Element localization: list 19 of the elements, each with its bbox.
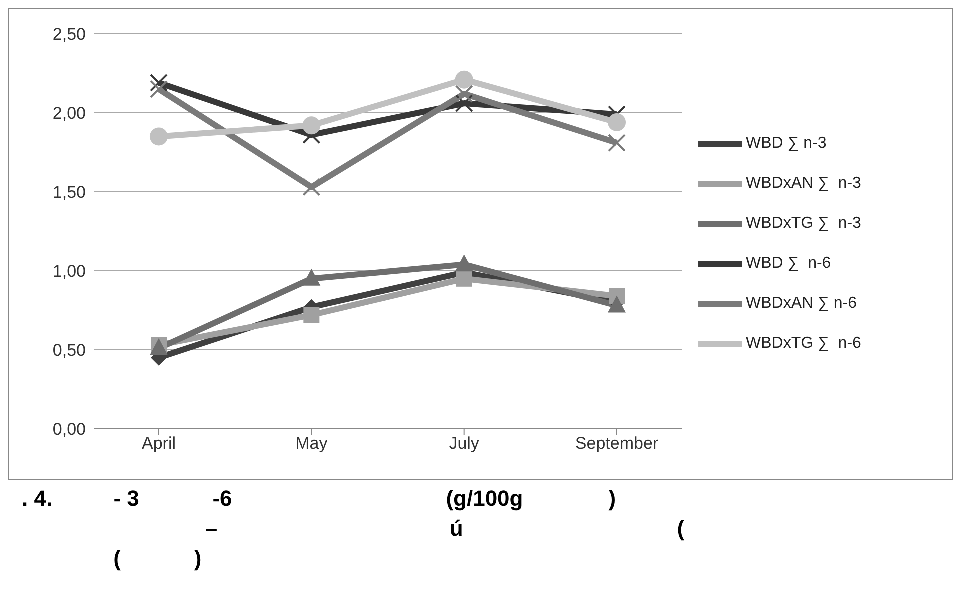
- text: ( ): [112, 545, 203, 573]
- x-tick-label: May: [296, 434, 328, 454]
- y-tick-label: 0,00: [52, 420, 86, 440]
- text: . 4. - 3 -6 (g/100g ): [22, 485, 618, 513]
- y-tick-label: 0,50: [52, 341, 86, 360]
- legend-label: WBD ∑ n-3: [746, 135, 827, 153]
- y-tick-label: 1,50: [52, 183, 86, 202]
- text: – ú (: [204, 515, 686, 543]
- y-tick-label: 2,50: [52, 25, 86, 44]
- y-tick-label: 1,00: [52, 262, 86, 282]
- legend-label: WBDxAN ∑ n-3: [746, 175, 862, 193]
- legend-label: WBDxAN ∑ n-6: [746, 295, 857, 313]
- x-tick-label: July: [449, 434, 480, 454]
- x-tick-label: April: [142, 434, 176, 454]
- legend-label: WBDxTG ∑ n-3: [746, 215, 862, 233]
- x-tick-label: September: [575, 434, 659, 454]
- legend-label: WBD ∑ n-6: [746, 255, 832, 273]
- y-tick-label: 2,00: [52, 104, 86, 124]
- legend-label: WBDxTG ∑ n-6: [746, 335, 862, 353]
